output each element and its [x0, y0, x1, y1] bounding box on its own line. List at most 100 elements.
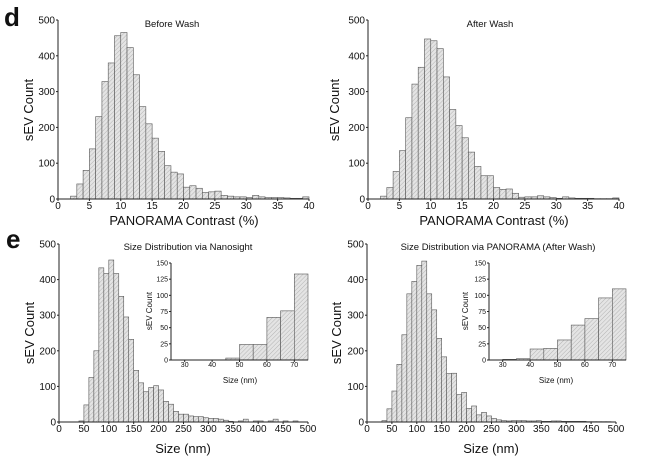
histogram-bar — [437, 338, 442, 422]
histogram-bar — [104, 274, 109, 422]
histogram-bar — [193, 417, 198, 422]
histogram-bar — [442, 357, 447, 422]
histogram-bar — [387, 188, 393, 199]
histogram-bar — [203, 418, 208, 422]
x-axis-label: Size (nm) — [539, 376, 574, 385]
y-tick-label: 400 — [39, 275, 56, 286]
histogram-bar — [202, 193, 208, 199]
histogram-bar — [149, 387, 154, 422]
histogram-bar — [83, 170, 89, 199]
x-tick-label: 300 — [508, 424, 525, 435]
histogram-bar — [487, 416, 492, 422]
histogram-bar — [427, 294, 432, 422]
histogram-bar — [585, 319, 599, 360]
histogram-bar — [558, 340, 572, 360]
histogram-bar — [506, 189, 512, 199]
histogram-bar — [154, 386, 159, 422]
chart-title: Size Distribution via PANORAMA (After Wa… — [401, 242, 596, 253]
x-tick-label: 200 — [458, 424, 475, 435]
y-tick-label: 300 — [348, 87, 365, 98]
x-tick-label: 60 — [581, 362, 589, 369]
x-axis-label: Size (nm) — [463, 441, 519, 456]
histogram-bar — [179, 414, 184, 422]
histogram-bar — [462, 392, 467, 422]
x-tick-label: 25 — [209, 201, 221, 212]
histogram-bar — [432, 310, 437, 422]
y-axis-label: sEV Count — [461, 291, 470, 330]
y-tick-label: 100 — [156, 293, 168, 300]
histogram-bar — [443, 77, 449, 199]
histogram-bar — [397, 364, 402, 422]
y-tick-label: 400 — [347, 275, 364, 286]
histogram-bar — [393, 171, 399, 199]
x-tick-label: 35 — [582, 201, 594, 212]
histogram-bar — [612, 289, 626, 360]
histogram-bar — [198, 417, 203, 422]
histogram-bar — [165, 166, 171, 199]
y-tick-label: 25 — [160, 341, 168, 348]
histogram-bar — [152, 138, 158, 199]
histogram-bar — [171, 172, 177, 199]
histogram-bar — [512, 193, 518, 199]
histogram-bar — [114, 274, 119, 422]
y-tick-label: 0 — [482, 357, 486, 364]
y-tick-label: 0 — [50, 418, 56, 429]
histogram-bar — [475, 166, 481, 199]
y-axis-label: sEV Count — [327, 79, 342, 142]
histogram-bar — [399, 151, 405, 199]
x-tick-label: 500 — [300, 424, 317, 435]
histogram-bar — [412, 84, 418, 199]
y-tick-label: 300 — [38, 87, 55, 98]
y-tick-label: 50 — [478, 325, 486, 332]
chart-title: Before Wash — [145, 19, 200, 30]
y-tick-label: 150 — [474, 260, 486, 267]
histogram-bar — [158, 151, 164, 199]
histogram-bar — [281, 311, 295, 360]
x-tick-label: 400 — [558, 424, 575, 435]
x-tick-label: 150 — [125, 424, 142, 435]
histogram-bar — [127, 48, 133, 199]
histogram-bar — [108, 63, 114, 199]
x-tick-label: 500 — [608, 424, 625, 435]
chart-title: Size Distribution via Nanosight — [124, 242, 253, 253]
y-tick-label: 200 — [348, 123, 365, 134]
x-tick-label: 450 — [275, 424, 292, 435]
x-tick-label: 30 — [241, 201, 253, 212]
x-tick-label: 250 — [175, 424, 192, 435]
histogram-bar — [99, 268, 104, 422]
histogram-bar — [477, 415, 482, 422]
y-tick-label: 100 — [347, 382, 364, 393]
histogram-bar — [124, 317, 129, 422]
panel-label-e: e — [6, 224, 20, 254]
chart-title: After Wash — [467, 19, 514, 30]
histogram-bar — [253, 195, 259, 199]
y-axis-label: sEV Count — [21, 79, 36, 142]
x-tick-label: 0 — [365, 201, 371, 212]
x-axis-label: PANORAMA Contrast (%) — [419, 213, 568, 228]
x-axis-label: Size (nm) — [155, 441, 211, 456]
x-tick-label: 60 — [263, 362, 271, 369]
histogram-bar — [134, 370, 139, 422]
y-tick-label: 300 — [39, 311, 56, 322]
histogram-bar — [387, 409, 392, 422]
x-tick-label: 200 — [150, 424, 167, 435]
x-tick-label: 50 — [386, 424, 398, 435]
x-tick-label: 30 — [181, 362, 189, 369]
histogram-bar — [481, 176, 487, 199]
x-tick-label: 50 — [236, 362, 244, 369]
histogram-bar — [487, 176, 493, 199]
x-tick-label: 50 — [554, 362, 562, 369]
histogram-bar — [267, 317, 281, 360]
histogram-bar — [84, 405, 89, 422]
histogram-bar — [89, 149, 95, 199]
x-tick-label: 40 — [208, 362, 216, 369]
histogram-bar — [140, 107, 146, 199]
y-tick-label: 500 — [347, 240, 364, 251]
y-tick-label: 125 — [474, 277, 486, 284]
histogram-bar — [129, 339, 134, 422]
histogram-bar — [412, 281, 417, 422]
histogram-bar — [121, 33, 127, 199]
y-tick-label: 0 — [49, 195, 55, 206]
y-tick-label: 200 — [347, 346, 364, 357]
